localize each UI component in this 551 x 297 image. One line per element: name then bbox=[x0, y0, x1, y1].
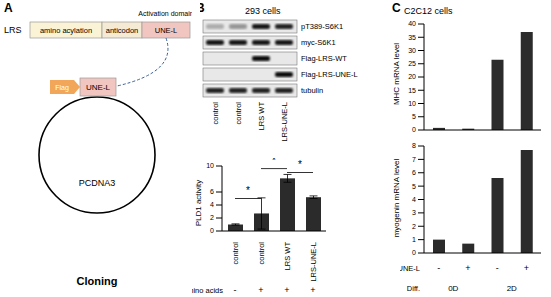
svg-text:15: 15 bbox=[408, 87, 416, 94]
svg-text:control: control bbox=[211, 102, 220, 125]
svg-text:8: 8 bbox=[412, 142, 416, 149]
svg-text:20: 20 bbox=[408, 73, 416, 80]
svg-text:control: control bbox=[257, 242, 266, 265]
svg-text:control: control bbox=[231, 242, 240, 265]
svg-text:293 cells: 293 cells bbox=[245, 6, 281, 16]
svg-text:0: 0 bbox=[412, 249, 416, 256]
svg-text:Activation domain: Activation domain bbox=[138, 10, 192, 17]
svg-text:*: * bbox=[246, 185, 250, 196]
svg-text:Flag-LRS-WT: Flag-LRS-WT bbox=[301, 54, 347, 63]
svg-text:Diff.: Diff. bbox=[407, 284, 420, 293]
svg-text:LRS: LRS bbox=[8, 25, 22, 35]
svg-text:*: * bbox=[272, 158, 276, 166]
svg-text:-: - bbox=[496, 263, 499, 273]
svg-text:LRS-UNE-L: LRS-UNE-L bbox=[280, 102, 289, 142]
svg-text:LRS WT: LRS WT bbox=[257, 102, 266, 131]
svg-text:2D: 2D bbox=[507, 284, 517, 293]
svg-text:5: 5 bbox=[412, 113, 416, 120]
svg-text:5: 5 bbox=[412, 183, 416, 190]
svg-text:Flag-LRS-UNE-L: Flag-LRS-UNE-L bbox=[301, 70, 358, 79]
svg-text:6: 6 bbox=[412, 169, 416, 176]
svg-text:+: + bbox=[310, 285, 315, 295]
svg-text:anticodon: anticodon bbox=[106, 26, 139, 35]
svg-text:UNE-L: UNE-L bbox=[400, 264, 420, 273]
svg-text:tubulin: tubulin bbox=[301, 86, 323, 95]
svg-text:LRS-UNE-L: LRS-UNE-L bbox=[309, 242, 318, 282]
svg-text:Cloning: Cloning bbox=[77, 275, 118, 287]
svg-text:6: 6 bbox=[210, 188, 214, 195]
html-text:myogenin mRNA level: myogenin mRNA level bbox=[391, 158, 401, 238]
svg-text:amino acylation: amino acylation bbox=[40, 26, 92, 35]
svg-text:pT389-S6K1: pT389-S6K1 bbox=[301, 22, 343, 31]
svg-text:1: 1 bbox=[412, 236, 416, 243]
svg-text:UNE-L: UNE-L bbox=[86, 83, 111, 92]
svg-text:C2C12 cells: C2C12 cells bbox=[404, 6, 453, 16]
svg-text:30: 30 bbox=[408, 47, 416, 54]
svg-text:40: 40 bbox=[408, 20, 416, 27]
svg-text:UNE-L: UNE-L bbox=[155, 26, 178, 35]
svg-text:2: 2 bbox=[210, 214, 214, 221]
svg-text:+: + bbox=[465, 263, 470, 273]
svg-text:*: * bbox=[298, 159, 302, 170]
svg-text:0: 0 bbox=[210, 227, 214, 234]
svg-text:10: 10 bbox=[408, 100, 416, 107]
svg-text:PCDNA3: PCDNA3 bbox=[79, 178, 116, 188]
svg-text:myc-S6K1: myc-S6K1 bbox=[301, 38, 336, 47]
svg-text:35: 35 bbox=[408, 34, 416, 41]
svg-text:0D: 0D bbox=[448, 284, 458, 293]
svg-text:+: + bbox=[258, 285, 263, 295]
svg-text:B: B bbox=[200, 1, 205, 15]
html-text:PLD1 activity: PLD1 activity bbox=[193, 179, 203, 227]
svg-text:Flag: Flag bbox=[55, 84, 69, 92]
svg-text:0: 0 bbox=[412, 126, 416, 133]
svg-text:control: control bbox=[234, 102, 243, 125]
svg-text:10: 10 bbox=[206, 162, 214, 169]
svg-text:4: 4 bbox=[412, 196, 416, 203]
svg-text:+: + bbox=[284, 285, 289, 295]
html-text:MHC mRNA level: MHC mRNA level bbox=[391, 42, 401, 106]
svg-text:-: - bbox=[234, 285, 237, 295]
svg-text:2: 2 bbox=[412, 223, 416, 230]
svg-text:-: - bbox=[437, 263, 440, 273]
svg-text:25: 25 bbox=[408, 60, 416, 67]
svg-text:A: A bbox=[8, 1, 13, 15]
svg-text:amino acids: amino acids bbox=[192, 286, 223, 295]
svg-text:+: + bbox=[524, 263, 529, 273]
svg-text:LRS WT: LRS WT bbox=[283, 242, 292, 271]
svg-text:7: 7 bbox=[412, 156, 416, 163]
svg-text:C: C bbox=[392, 1, 401, 15]
svg-text:3: 3 bbox=[412, 209, 416, 216]
svg-text:4: 4 bbox=[210, 201, 214, 208]
